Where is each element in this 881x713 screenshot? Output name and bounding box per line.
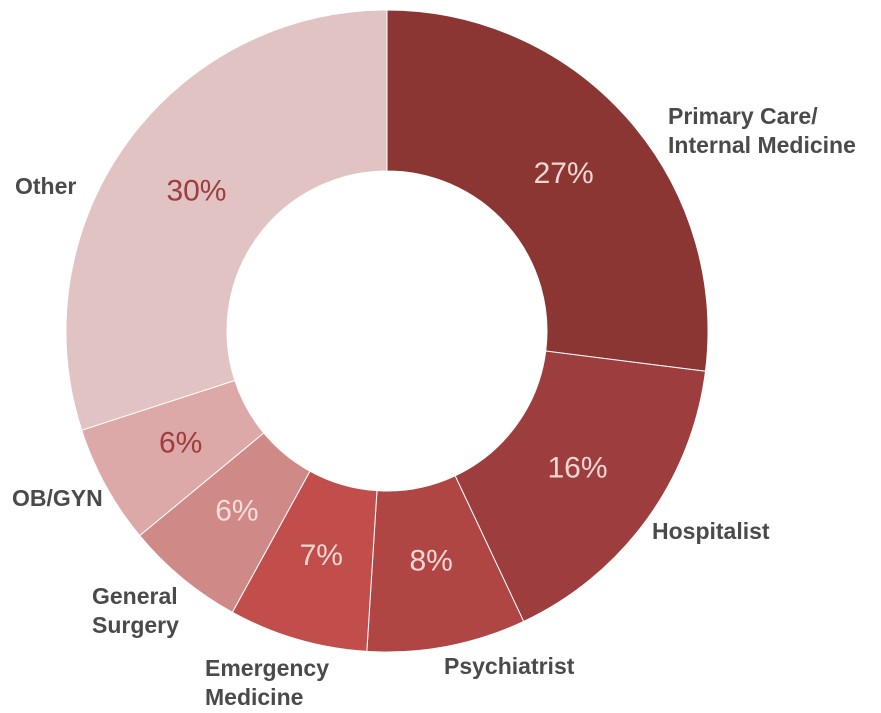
category-line: Emergency bbox=[205, 655, 329, 681]
value-label: 6% bbox=[215, 494, 258, 527]
slice bbox=[454, 350, 707, 623]
slice bbox=[65, 9, 388, 431]
category-label: Psychiatrist bbox=[444, 653, 575, 679]
category-label: Other bbox=[15, 173, 76, 199]
category-label: Hospitalist bbox=[652, 518, 770, 544]
value-label: 8% bbox=[409, 544, 452, 577]
category-label: OB/GYN bbox=[12, 485, 103, 511]
category-line: Surgery bbox=[92, 612, 179, 638]
category-line: Internal Medicine bbox=[668, 132, 856, 158]
category-line: OB/GYN bbox=[12, 485, 103, 511]
category-line: Hospitalist bbox=[652, 518, 770, 544]
slice bbox=[386, 9, 709, 372]
value-label: 6% bbox=[159, 426, 202, 459]
category-line: General bbox=[92, 583, 178, 609]
value-label: 7% bbox=[300, 539, 343, 572]
category-line: Medicine bbox=[205, 684, 303, 710]
value-label: 27% bbox=[534, 157, 594, 190]
value-label: 16% bbox=[548, 451, 608, 484]
value-label: 30% bbox=[166, 174, 226, 207]
category-label: Primary Care/Internal Medicine bbox=[668, 103, 856, 158]
category-line: Other bbox=[15, 173, 76, 199]
category-line: Psychiatrist bbox=[444, 653, 575, 679]
category-label: Emergency Medicine bbox=[205, 655, 329, 710]
category-line: Primary Care/ bbox=[668, 103, 818, 129]
category-label: General Surgery bbox=[92, 583, 179, 638]
